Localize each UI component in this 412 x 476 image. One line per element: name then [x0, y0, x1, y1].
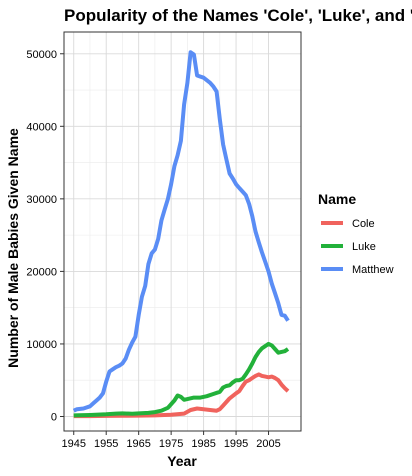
y-tick-label: 20000: [26, 266, 57, 278]
x-tick-label: 1945: [61, 438, 85, 450]
x-tick-label: 1985: [191, 438, 215, 450]
plot-border: [63, 31, 302, 432]
grid: [64, 32, 301, 431]
y-tick-label: 40000: [26, 121, 57, 133]
series-line-luke: [73, 341, 290, 418]
plot-panel: [64, 32, 301, 431]
y-tick-label: 30000: [26, 194, 57, 206]
series-line-cole: [73, 372, 290, 419]
x-tick-label: 2005: [256, 438, 280, 450]
legend: Name Cole Luke Matthew: [318, 191, 394, 276]
axes: 1945 1955 1965 1975 1985 1995 2005 0 10000 20000 3…: [26, 49, 280, 450]
y-tick-label: 50000: [26, 49, 57, 61]
y-tick-label: 0: [51, 411, 57, 423]
legend-label-cole: Cole: [352, 218, 375, 230]
x-tick-label: 1995: [224, 438, 248, 450]
legend-label-matthew: Matthew: [352, 264, 394, 276]
chart-title: Popularity of the Names 'Cole', 'Luke', …: [64, 6, 412, 25]
legend-label-luke: Luke: [352, 241, 376, 253]
x-tick-label: 1955: [94, 438, 118, 450]
y-axis-title: Number of Male Babies Given Name: [5, 128, 21, 368]
series-lines: [72, 50, 290, 419]
x-tick-label: 1975: [159, 438, 183, 450]
x-tick-label: 1965: [126, 438, 150, 450]
x-axis-title: Year: [167, 453, 197, 469]
series-line-matthew: [72, 50, 290, 413]
y-tick-label: 10000: [26, 339, 57, 351]
legend-title: Name: [318, 191, 356, 207]
